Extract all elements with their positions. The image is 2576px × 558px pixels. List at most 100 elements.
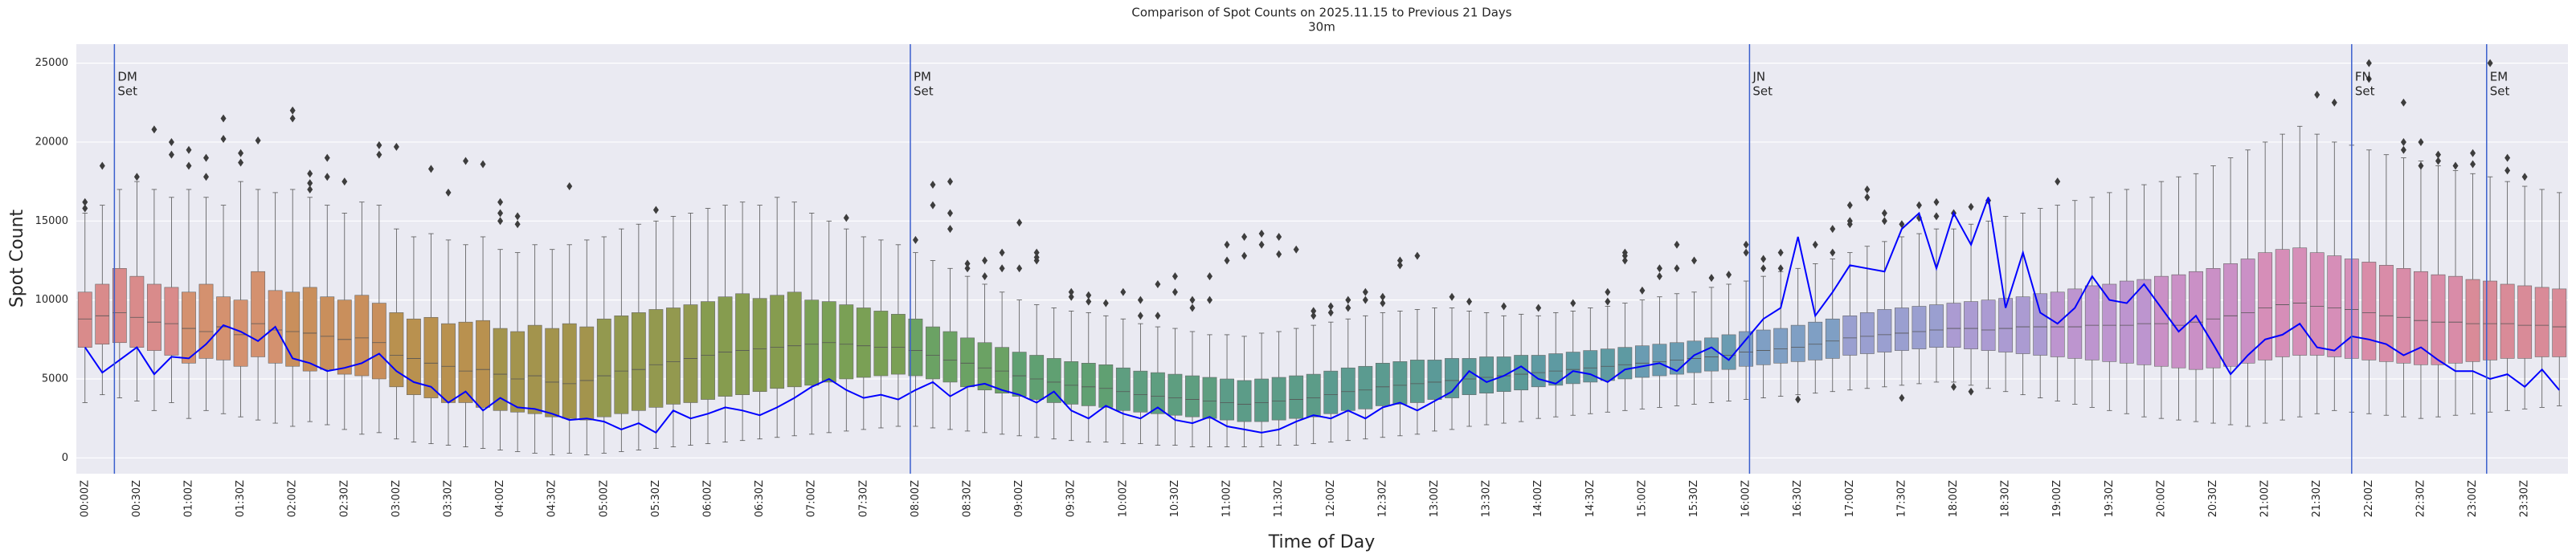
flier <box>168 150 174 159</box>
flier <box>497 209 504 218</box>
x-tick-label: 17:00Z <box>1844 480 1856 517</box>
x-tick-label: 21:30Z <box>2311 480 2323 517</box>
flier <box>652 206 659 214</box>
flier <box>930 201 936 210</box>
x-tick-label: 18:30Z <box>2000 480 2012 517</box>
flier <box>497 198 504 206</box>
flier <box>307 179 313 188</box>
chart-title: Comparison of Spot Counts on 2025.11.15 … <box>1131 6 1511 20</box>
flier <box>1327 308 1334 317</box>
flier <box>1605 297 1611 306</box>
box <box>1583 350 1598 383</box>
box <box>1981 299 1996 351</box>
box <box>1634 345 1650 378</box>
flier <box>2331 98 2337 107</box>
box <box>735 293 750 395</box>
flier <box>1621 256 1628 265</box>
box <box>2448 275 2463 364</box>
box <box>2414 271 2428 365</box>
box <box>2431 274 2446 365</box>
box <box>493 328 508 411</box>
box <box>1151 372 1165 414</box>
x-tick-label: 22:30Z <box>2414 480 2427 517</box>
box <box>1704 337 1719 372</box>
x-axis-label: Time of Day <box>1268 532 1375 552</box>
flier <box>1743 240 1749 249</box>
box <box>614 316 629 414</box>
x-tick-label: 09:30Z <box>1065 480 1077 517</box>
flier <box>1207 295 1213 304</box>
box <box>2275 249 2290 357</box>
flier <box>427 165 434 173</box>
flier <box>1171 287 1178 296</box>
flier <box>566 182 573 191</box>
x-tick-label: 01:00Z <box>182 480 194 517</box>
x-tick-label: 03:00Z <box>390 480 403 517</box>
flier <box>1241 251 1248 260</box>
flier <box>1241 232 1248 241</box>
flier <box>1068 287 1074 296</box>
flier <box>843 214 849 222</box>
flier <box>964 259 971 268</box>
box <box>1670 342 1684 375</box>
event-label: Set <box>117 84 137 99</box>
flier <box>1155 312 1161 320</box>
box <box>2534 287 2549 357</box>
flier <box>1830 248 1836 257</box>
flier <box>1708 274 1715 283</box>
flier <box>1396 256 1403 265</box>
flier <box>376 150 382 159</box>
flier <box>1535 303 1542 312</box>
box <box>2500 283 2515 359</box>
flier <box>2400 137 2406 146</box>
box <box>2084 285 2100 360</box>
event-label: Set <box>2490 84 2510 99</box>
x-tick-label: 18:00Z <box>1948 480 1960 517</box>
event-label: FN <box>2355 70 2371 84</box>
event-label: DM <box>117 70 137 84</box>
box <box>1115 367 1131 411</box>
box <box>285 291 301 367</box>
flier <box>2470 149 2476 157</box>
flier <box>1310 312 1317 320</box>
event-label: Set <box>2355 84 2375 99</box>
flier <box>1310 307 1317 316</box>
flier <box>1881 217 1887 226</box>
box <box>1548 353 1564 386</box>
flier <box>1362 295 1368 304</box>
x-tick-label: 12:30Z <box>1376 480 1388 517</box>
flier <box>1760 264 1767 273</box>
box <box>839 304 854 380</box>
flier <box>2470 160 2476 169</box>
box <box>1167 373 1183 416</box>
box <box>2033 293 2048 356</box>
x-tick-label: 20:30Z <box>2207 480 2219 517</box>
flier <box>1137 295 1143 304</box>
box <box>2292 247 2308 356</box>
flier <box>1674 240 1680 249</box>
box <box>1375 363 1390 406</box>
y-tick-label: 20000 <box>35 136 68 148</box>
box <box>1081 363 1096 406</box>
box <box>701 301 715 400</box>
box <box>873 311 889 377</box>
flier <box>1570 299 1576 308</box>
flier <box>1189 295 1196 304</box>
box <box>1652 344 1667 377</box>
x-tick-label: 22:00Z <box>2363 480 2375 517</box>
box <box>1929 304 1944 348</box>
box <box>1306 373 1321 417</box>
event-label: EM <box>2490 70 2508 84</box>
flier <box>1916 201 1922 210</box>
box <box>1773 328 1789 364</box>
box <box>752 298 767 393</box>
box <box>995 347 1010 393</box>
flier <box>168 137 174 146</box>
flier <box>1155 279 1161 288</box>
flier <box>999 248 1005 257</box>
flier <box>376 141 382 149</box>
box <box>804 299 820 386</box>
flier <box>1656 264 1662 273</box>
flier <box>1777 248 1784 257</box>
flier <box>1501 302 1507 311</box>
